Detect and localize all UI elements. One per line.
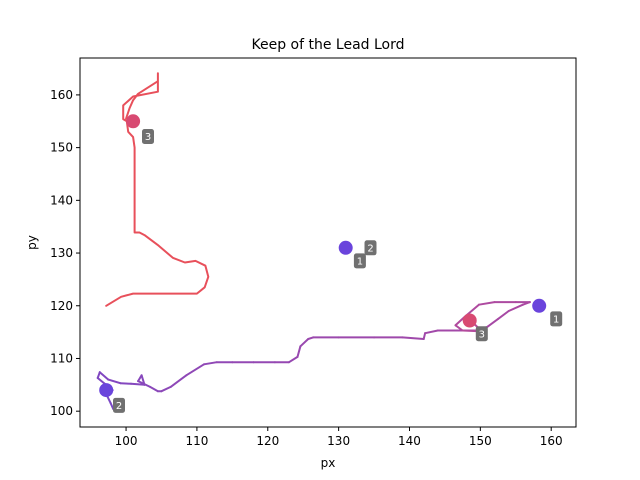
path-segment bbox=[149, 385, 159, 393]
y-axis-label: py bbox=[25, 235, 39, 250]
badge-background bbox=[475, 326, 488, 342]
trajectory-path-1 bbox=[105, 72, 210, 307]
y-tick-label: 130 bbox=[50, 246, 73, 260]
badge-label: 3 bbox=[145, 132, 151, 143]
badge-label: 3 bbox=[479, 329, 485, 340]
y-tick-label: 140 bbox=[50, 193, 73, 207]
path-segment bbox=[507, 303, 524, 312]
x-axis-label: px bbox=[321, 456, 336, 470]
point-marker-5 bbox=[99, 383, 114, 398]
x-tick-label: 100 bbox=[115, 434, 138, 448]
badge-background bbox=[113, 397, 125, 413]
path-segment bbox=[130, 382, 146, 386]
path-segment bbox=[454, 324, 464, 332]
point-marker-1 bbox=[126, 114, 141, 129]
point-marker-4 bbox=[462, 313, 477, 328]
x-tick-label: 130 bbox=[327, 434, 350, 448]
path-segment bbox=[119, 382, 132, 385]
x-tick-label: 120 bbox=[256, 434, 279, 448]
badge-label: 2 bbox=[367, 243, 373, 254]
path-segment bbox=[299, 338, 310, 348]
point-label-badge: 1 bbox=[353, 253, 366, 269]
path-segment bbox=[96, 377, 106, 385]
badge-label: 2 bbox=[116, 401, 122, 412]
y-tick-label: 120 bbox=[50, 299, 73, 313]
path-segment bbox=[424, 329, 439, 335]
point-label-badge: 3 bbox=[475, 326, 488, 342]
path-segment bbox=[169, 374, 188, 388]
x-tick-label: 140 bbox=[398, 434, 421, 448]
axes: 100 110 120 130 140 150 160 100 110 120 130 140 150 1… bbox=[50, 88, 563, 448]
badge-label: 1 bbox=[357, 257, 363, 268]
point-label-badge: 1 bbox=[550, 311, 563, 327]
point-marker-3 bbox=[532, 298, 547, 313]
trajectory-path-2 bbox=[96, 301, 531, 411]
path-segment bbox=[296, 345, 302, 358]
path-segment bbox=[107, 378, 122, 385]
path-segment bbox=[497, 310, 510, 320]
x-tick-label: 150 bbox=[469, 434, 492, 448]
path-segment bbox=[109, 401, 115, 411]
badge-background bbox=[142, 129, 154, 144]
y-tick-label: 150 bbox=[50, 141, 73, 155]
path-segment bbox=[288, 355, 299, 364]
chart-title: Keep of the Lead Lord bbox=[251, 37, 404, 53]
plot-frame bbox=[79, 57, 577, 428]
y-tick-label: 100 bbox=[50, 404, 73, 418]
path-segment bbox=[98, 371, 110, 381]
point-label-badge: 3 bbox=[142, 129, 154, 144]
x-tick-label: 160 bbox=[540, 434, 563, 448]
path-segment bbox=[461, 329, 478, 333]
point-label-badge: 2 bbox=[364, 240, 377, 256]
point-marker-2 bbox=[338, 240, 353, 255]
x-tick-label: 110 bbox=[185, 434, 208, 448]
path-segment bbox=[486, 317, 500, 328]
badge-background bbox=[364, 240, 377, 256]
badge-background bbox=[353, 253, 366, 269]
badge-background bbox=[550, 311, 563, 327]
path-segment bbox=[203, 361, 218, 366]
path-segment bbox=[477, 301, 496, 306]
path-segment bbox=[160, 385, 172, 393]
y-tick-label: 110 bbox=[50, 351, 73, 365]
path-segment bbox=[185, 363, 205, 377]
path-segment bbox=[137, 380, 152, 388]
badge-label: 1 bbox=[553, 315, 559, 326]
point-label-badge: 2 bbox=[113, 397, 125, 413]
path-segment bbox=[137, 374, 143, 383]
path-segment bbox=[401, 336, 425, 340]
y-tick-label: 160 bbox=[50, 88, 73, 102]
